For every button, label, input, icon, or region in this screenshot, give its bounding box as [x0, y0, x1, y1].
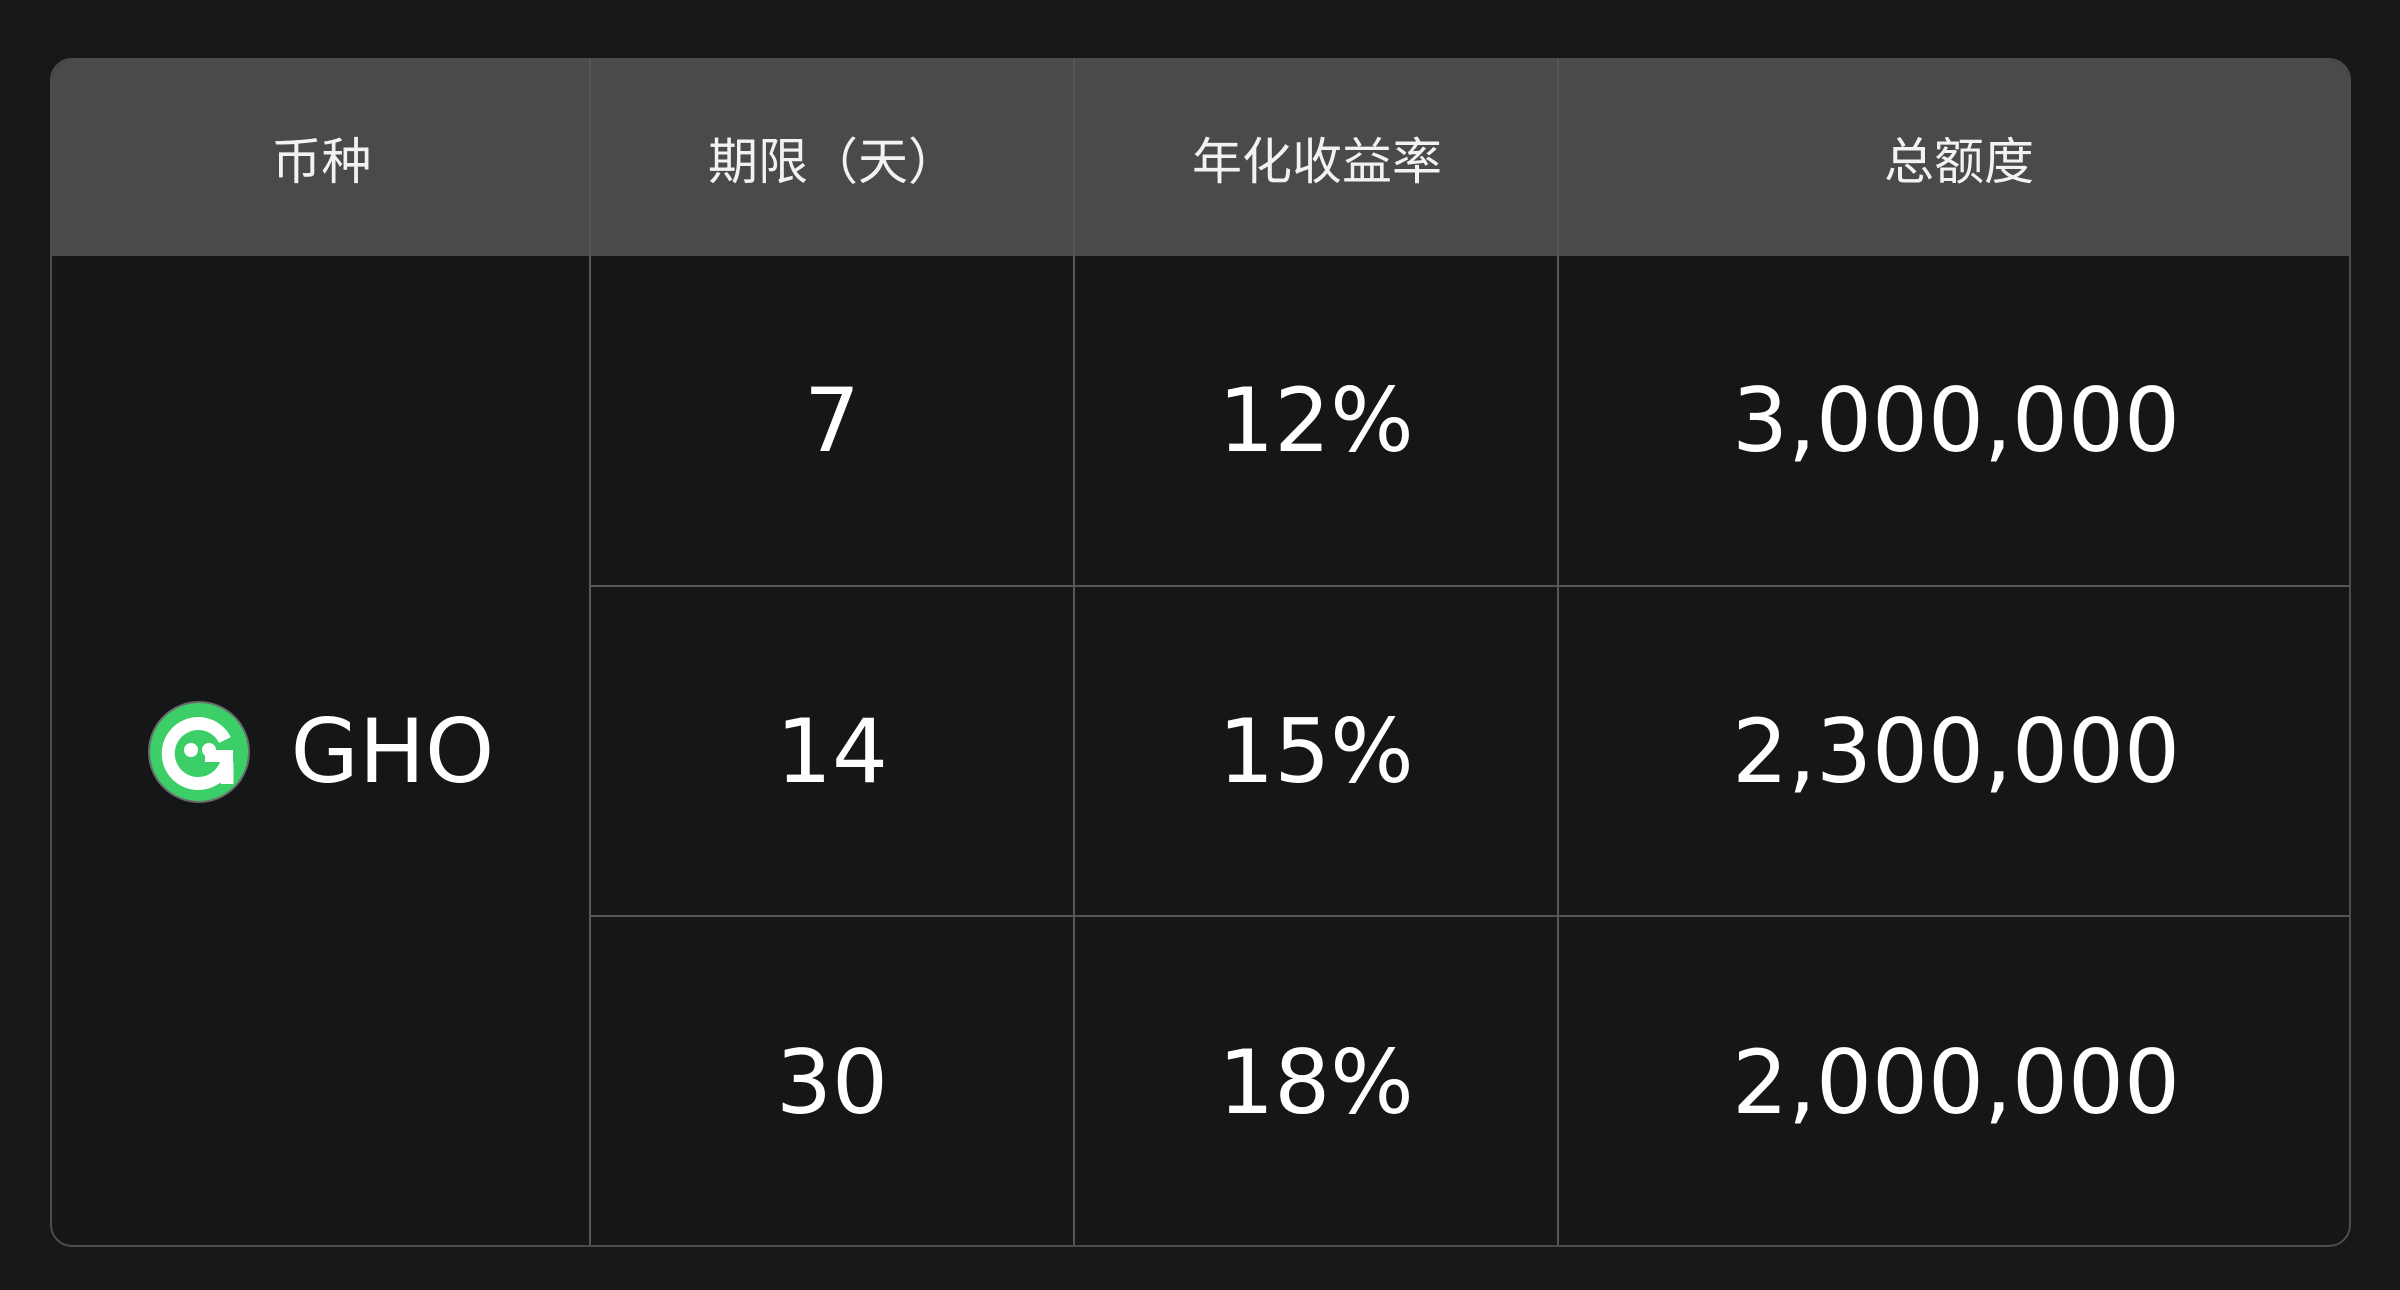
- term-cell: 7: [804, 369, 860, 472]
- divider: [591, 585, 2349, 587]
- gho-logo-icon: [147, 700, 250, 803]
- product-table: 币种 期限（天） 年化收益率 总额度 GHO 7 12% 3,000,000 1…: [50, 58, 2351, 1247]
- coin-name: GHO: [290, 700, 495, 803]
- header-coin: 币种: [52, 60, 591, 256]
- coin: GHO: [147, 700, 495, 804]
- total-cell: 2,300,000: [1732, 699, 2180, 803]
- header-apy: 年化收益率: [1075, 60, 1559, 256]
- apy-cell: 18%: [1218, 1030, 1414, 1134]
- term-cell: 14: [776, 699, 888, 803]
- coin-cell: GHO: [52, 256, 589, 1245]
- divider: [1073, 60, 1075, 1245]
- total-cell: 3,000,000: [1732, 369, 2180, 472]
- header-total: 总额度: [1559, 60, 2349, 256]
- apy-cell: 15%: [1218, 699, 1414, 803]
- apy-cell: 12%: [1218, 369, 1414, 472]
- header-term: 期限（天）: [591, 60, 1075, 256]
- divider: [589, 60, 591, 1245]
- divider: [591, 915, 2349, 917]
- term-cell: 30: [776, 1030, 888, 1134]
- divider: [1557, 60, 1559, 1245]
- total-cell: 2,000,000: [1732, 1030, 2180, 1134]
